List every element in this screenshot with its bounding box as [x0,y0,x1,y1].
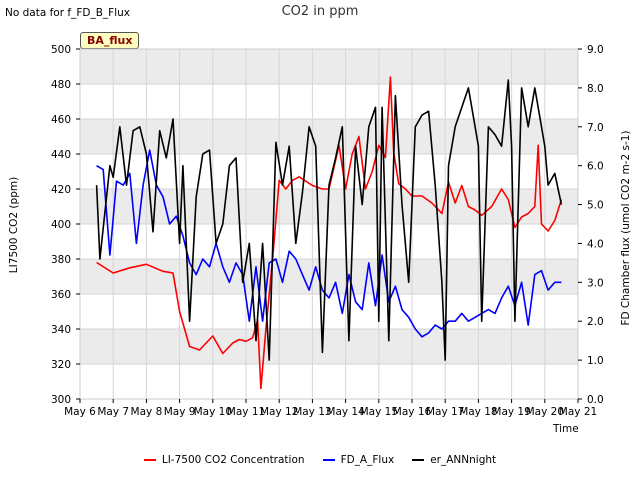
ba-flux-badge: BA_flux [80,32,140,49]
y-left-tick-label: 380 [51,254,71,266]
y-left-tick-label: 320 [51,359,71,371]
y-left-tick-label: 340 [51,324,71,336]
x-tick-label: May 6 [64,406,96,418]
y-right-tick-label: 6.0 [587,161,604,173]
series-line-0 [96,76,563,390]
x-tick-label: May 13 [293,406,331,418]
legend-label-fd-a-flux: FD_A_Flux [340,454,395,466]
y-left-tick-label: 500 [51,44,71,56]
chart-legend: LI-7500 CO2 Concentration FD_A_Flux er_A… [0,454,640,466]
grid-band [80,329,578,364]
y-left-tick-label: 480 [51,79,71,91]
x-tick-label: May 7 [97,406,129,418]
legend-item-li7500: LI-7500 CO2 Concentration [143,454,305,466]
y-axis-left-label: LI7500 CO2 (ppm) [8,176,20,274]
y-right-tick-label: 5.0 [587,200,604,212]
y-right-tick-label: 8.0 [587,83,604,95]
y-left-tick-label: 420 [51,184,71,196]
x-tick-label: May 14 [326,406,365,418]
x-tick-label: May 10 [194,406,232,418]
x-axis-label: Time [553,423,579,435]
x-tick-label: May 20 [526,406,564,418]
y-right-tick-label: 2.0 [587,316,604,328]
legend-item-er-annnight: er_ANNnight [412,454,496,466]
y-left-tick-label: 460 [51,114,71,126]
series-line-1 [96,149,562,338]
x-tick-label: May 19 [492,406,530,418]
legend-label-er-annnight: er_ANNnight [430,454,497,466]
legend-swatch-fd-a-flux [322,459,335,461]
y-right-tick-label: 3.0 [587,277,604,289]
y-axis-right-label: FD Chamber flux (umol CO2 m-2 s-1) [620,130,632,326]
y-right-tick-label: 4.0 [587,238,604,250]
y-left-tick-label: 360 [51,289,71,301]
legend-swatch-er-annnight [412,459,425,461]
x-tick-label: May 17 [426,406,464,418]
x-tick-label: May 8 [131,406,163,418]
legend-label-li7500: LI-7500 CO2 Concentration [161,454,305,466]
x-tick-label: May 16 [393,406,432,418]
y-left-tick-label: 440 [51,149,71,161]
x-tick-label: May 15 [360,406,398,418]
y-right-tick-label: 1.0 [587,355,604,367]
legend-swatch-li7500 [143,459,156,461]
chart-title: CO2 in ppm [281,4,359,19]
no-data-note: No data for f_FD_B_Flux [5,7,130,19]
x-tick-label: May 21 [559,406,597,418]
y-right-tick-label: 7.0 [587,122,604,134]
grid-band [80,49,578,84]
grid-band [80,119,578,154]
y-left-tick-label: 300 [51,394,71,406]
x-tick-label: May 11 [227,406,265,418]
legend-item-fd-a-flux: FD_A_Flux [322,454,395,466]
series-line-2 [95,79,563,361]
y-right-tick-label: 0.0 [587,394,604,406]
x-tick-label: May 18 [459,406,497,418]
y-right-tick-label: 9.0 [587,44,604,56]
y-left-tick-label: 400 [51,219,71,231]
x-tick-label: May 12 [260,406,298,418]
grid-band [80,259,578,294]
x-tick-label: May 9 [164,406,196,418]
